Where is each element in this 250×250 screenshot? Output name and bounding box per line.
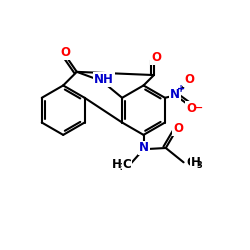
Text: −: −: [194, 103, 203, 113]
Text: O: O: [61, 46, 71, 59]
Text: N: N: [139, 142, 149, 154]
Text: 3: 3: [196, 161, 202, 170]
Text: O: O: [184, 73, 194, 86]
Text: +: +: [177, 84, 185, 94]
Text: O: O: [173, 122, 183, 135]
Text: N: N: [170, 88, 180, 101]
Text: O: O: [186, 102, 196, 115]
Text: O: O: [152, 51, 162, 64]
Text: H: H: [112, 158, 122, 171]
Text: 3: 3: [120, 163, 126, 172]
Text: C: C: [122, 158, 131, 171]
Text: C: C: [186, 156, 195, 169]
Text: H: H: [190, 156, 200, 169]
Text: NH: NH: [94, 74, 114, 86]
